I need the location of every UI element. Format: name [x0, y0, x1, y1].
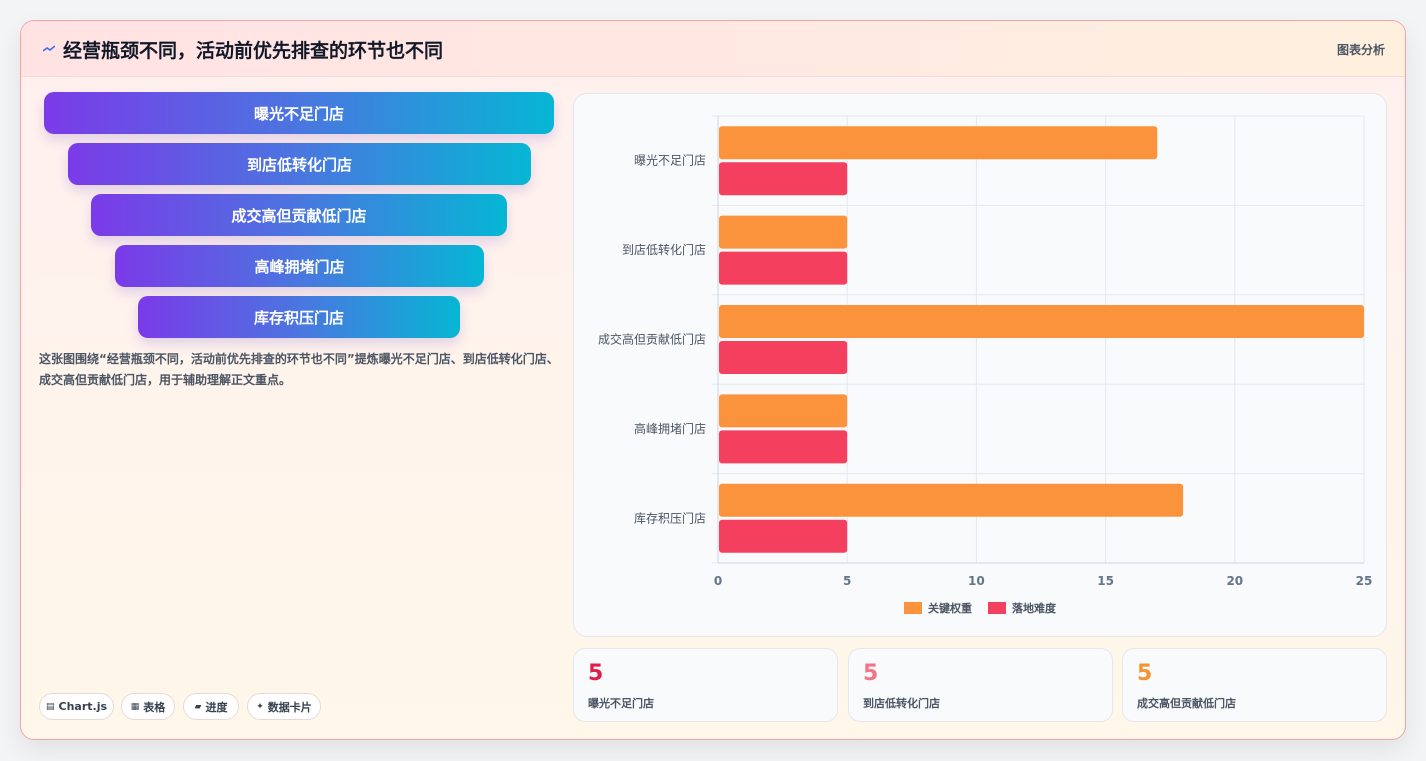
funnel-item-inventory: 库存积压门店: [138, 296, 460, 338]
bar: [719, 215, 848, 249]
line-chart-icon: [43, 45, 55, 52]
bar: [719, 126, 1158, 160]
chart-description: 这张图围绕“经营瓶颈不同，活动前优先排查的环节也不同”提炼曝光不足门店、到店低转…: [39, 352, 559, 387]
y-tick-label: 曝光不足门店: [634, 153, 706, 168]
stat-card-contribution: 5 成交高但贡献低门店: [1122, 648, 1387, 722]
chart-panel: 曝光不足门店到店低转化门店成交高但贡献低门店高峰拥堵门店 库存积压门店 0 5 10 15…: [573, 93, 1387, 637]
chip-chart-js[interactable]: ▤ Chart.js: [39, 693, 114, 720]
card-header: 经营瓶颈不同，活动前优先排查的环节也不同 图表分析: [21, 21, 1405, 77]
x-tick-label: 10: [968, 574, 985, 588]
bar: [719, 519, 848, 553]
bar: [719, 341, 848, 374]
bar: [719, 305, 1364, 338]
chip-label: Chart.js: [58, 700, 108, 713]
bar: [719, 483, 1184, 517]
bar: [719, 251, 848, 285]
progress-icon: ▰: [194, 701, 202, 712]
stat-value: 5: [588, 661, 604, 686]
x-tick-label: 15: [1097, 574, 1114, 588]
page-title: 经营瓶颈不同，活动前优先排查的环节也不同: [63, 40, 444, 62]
data-card-icon: ✦: [256, 701, 264, 712]
x-tick-label: 5: [843, 574, 851, 588]
x-tick-label: 20: [1226, 574, 1243, 588]
legend-label: 落地难度: [1012, 601, 1057, 615]
legend-swatch: [988, 602, 1006, 614]
chart-js-icon: ▤: [45, 701, 55, 712]
x-tick-label: 0: [714, 574, 722, 588]
legend-swatch: [904, 602, 922, 614]
bar: [719, 394, 848, 428]
funnel-item-exposure: 曝光不足门店: [44, 92, 554, 134]
bar: [719, 430, 848, 464]
funnel-item-conversion: 到店低转化门店: [68, 143, 531, 185]
table-icon: ▦: [130, 701, 140, 712]
bar: [719, 162, 848, 196]
stat-value: 5: [1137, 661, 1153, 686]
chip-progress[interactable]: ▰ 进度: [183, 693, 239, 720]
chip-label: 表格: [143, 700, 166, 714]
stat-label: 曝光不足门店: [588, 697, 654, 710]
chip-data-card[interactable]: ✦ 数据卡片: [247, 693, 321, 720]
legend-label: 关键权重: [928, 601, 972, 615]
chip-table[interactable]: ▦ 表格: [121, 693, 175, 720]
stat-card-exposure: 5 曝光不足门店: [573, 648, 838, 722]
funnel-item-congestion: 高峰拥堵门店: [115, 245, 484, 287]
stat-label: 成交高但贡献低门店: [1137, 697, 1236, 710]
x-tick-label: 25: [1356, 574, 1373, 588]
stat-card-conversion: 5 到店低转化门店: [848, 648, 1113, 722]
funnel-item-contribution: 成交高但贡献低门店: [91, 194, 507, 236]
main-card: 经营瓶颈不同，活动前优先排查的环节也不同 图表分析 曝光不足门店 到店低转化门店…: [20, 20, 1406, 740]
stat-value: 5: [863, 661, 879, 686]
chart-analysis-label: 图表分析: [1336, 43, 1385, 57]
chip-label: 进度: [205, 700, 228, 714]
y-tick-label: 高峰拥堵门店: [634, 421, 706, 436]
y-tick-label: 成交高但贡献低门店: [598, 332, 706, 347]
chip-label: 数据卡片: [267, 700, 312, 714]
y-tick-label: 到店低转化门店: [622, 242, 706, 257]
y-tick-label: 库存积压门店: [634, 510, 706, 525]
stat-label: 到店低转化门店: [863, 697, 940, 710]
